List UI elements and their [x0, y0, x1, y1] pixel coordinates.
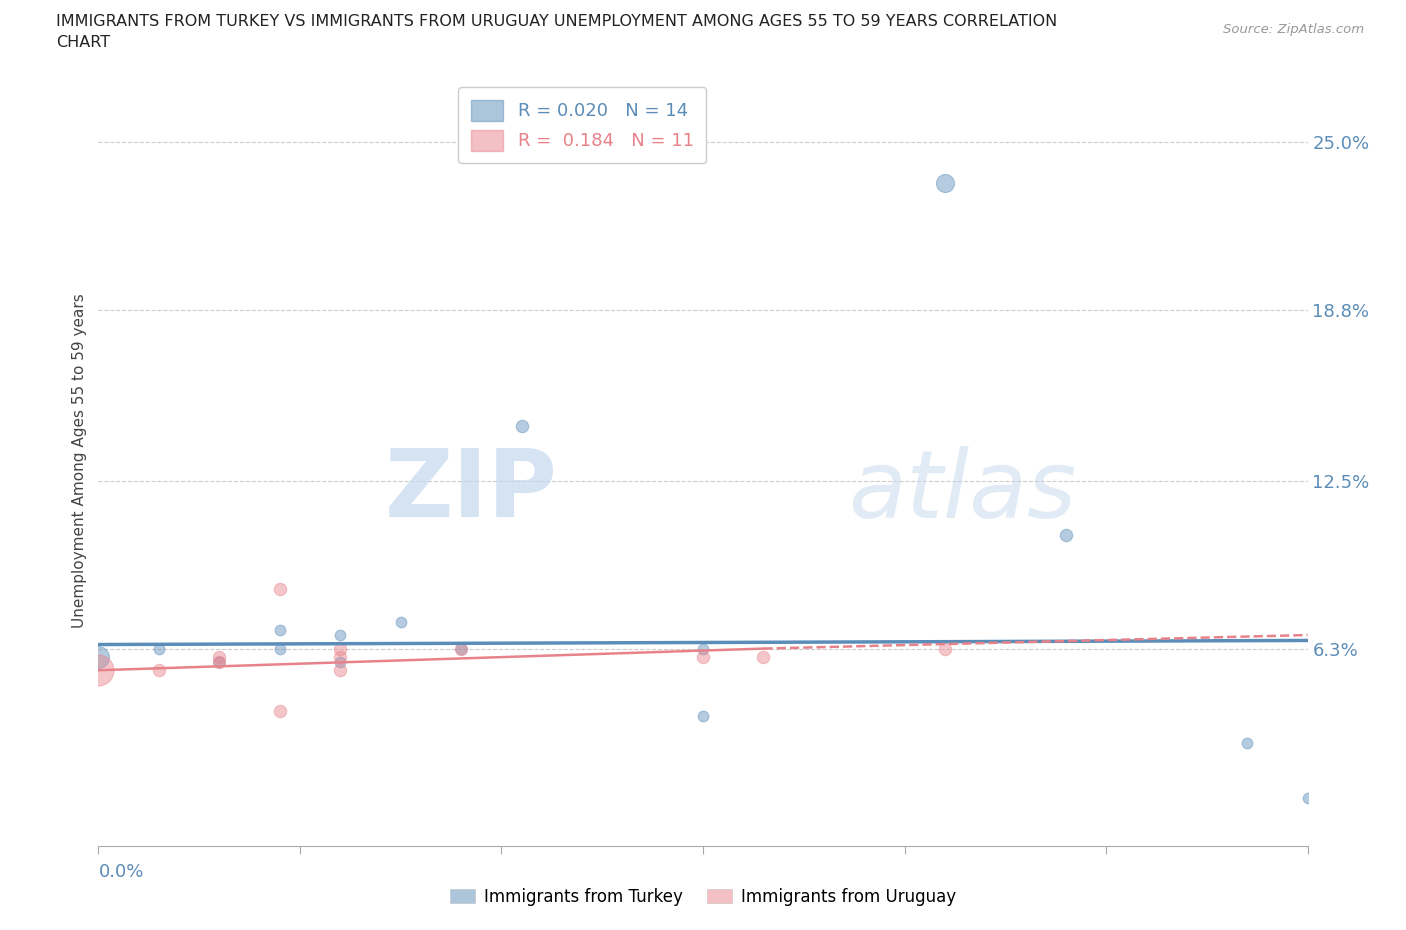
- Point: [208, 655, 231, 670]
- Text: atlas: atlas: [848, 445, 1077, 537]
- Point: [329, 628, 352, 643]
- Point: [1054, 527, 1077, 542]
- Point: [692, 649, 714, 664]
- Point: [269, 641, 291, 656]
- Point: [450, 641, 472, 656]
- Point: [934, 175, 956, 190]
- Y-axis label: Unemployment Among Ages 55 to 59 years: Unemployment Among Ages 55 to 59 years: [72, 293, 87, 628]
- Point: [329, 663, 352, 678]
- Point: [510, 419, 533, 434]
- Point: [148, 663, 170, 678]
- Point: [1296, 790, 1319, 805]
- Point: [389, 614, 412, 629]
- Point: [87, 649, 110, 664]
- Point: [1236, 736, 1258, 751]
- Point: [329, 655, 352, 670]
- Text: ZIP: ZIP: [385, 445, 558, 538]
- Legend: R = 0.020   N = 14, R =  0.184   N = 11: R = 0.020 N = 14, R = 0.184 N = 11: [458, 87, 706, 164]
- Text: CHART: CHART: [56, 35, 110, 50]
- Point: [208, 655, 231, 670]
- Point: [87, 663, 110, 678]
- Point: [752, 649, 775, 664]
- Point: [692, 641, 714, 656]
- Point: [208, 649, 231, 664]
- Point: [269, 622, 291, 637]
- Point: [450, 641, 472, 656]
- Point: [148, 641, 170, 656]
- Point: [329, 641, 352, 656]
- Legend: Immigrants from Turkey, Immigrants from Uruguay: Immigrants from Turkey, Immigrants from …: [443, 881, 963, 912]
- Point: [269, 703, 291, 718]
- Point: [692, 709, 714, 724]
- Text: IMMIGRANTS FROM TURKEY VS IMMIGRANTS FROM URUGUAY UNEMPLOYMENT AMONG AGES 55 TO : IMMIGRANTS FROM TURKEY VS IMMIGRANTS FRO…: [56, 14, 1057, 29]
- Text: 0.0%: 0.0%: [98, 863, 143, 882]
- Point: [934, 641, 956, 656]
- Point: [329, 649, 352, 664]
- Point: [269, 581, 291, 596]
- Text: Source: ZipAtlas.com: Source: ZipAtlas.com: [1223, 23, 1364, 36]
